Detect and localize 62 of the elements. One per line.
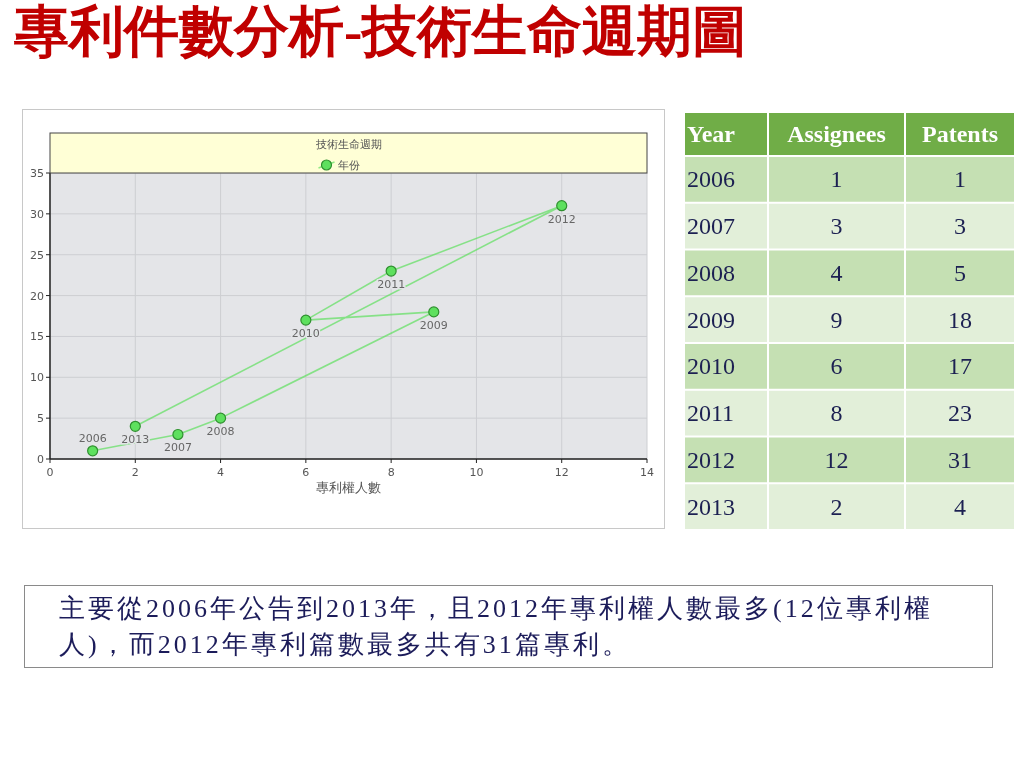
y-tick-label: 2013 [687,493,735,520]
y-tick-label: 15 [30,330,44,344]
y-tick-label: 0 [37,453,44,466]
chart-title: 專利件數分析-技術生命週期圖 [14,0,748,64]
point [214,412,227,424]
y-tick-label: 2009 [687,306,735,333]
annotation: 2012 [547,212,576,226]
point [385,265,397,277]
y-tick-label: 2012 [687,446,735,473]
y-tick-label: 10 [30,371,44,385]
y-tick-label: 25 [30,248,44,262]
data-label: 6 [830,353,843,380]
x-tick-label: Assignees [787,121,886,147]
point [556,200,568,212]
data-label: 18 [948,306,972,333]
x-tick-label: 12 [554,466,569,479]
data-label: 1 [954,166,966,193]
data-label: 5 [954,259,966,286]
data-label: 17 [948,353,972,380]
y-axis-title: Year [687,121,736,147]
legend-title: 技術生命週期 [314,138,382,151]
x-tick-label: 6 [302,466,310,479]
y-tick-label: 30 [30,207,44,221]
data-label: 2 [830,493,843,520]
data-label: 3 [830,213,843,240]
data-label: 31 [948,446,972,473]
point [129,420,141,432]
data-label: 9 [830,306,843,333]
y-tick-label: 35 [30,167,44,180]
x-axis-title: 專利權人數 [316,480,381,495]
x-tick-label: 2 [131,466,139,479]
data-label: 4 [954,493,966,520]
point [428,306,440,318]
y-tick-label: 2010 [687,353,735,380]
x-tick-label: 10 [469,466,484,479]
legend-label: 年份 [337,159,360,172]
x-tick-label: 8 [387,466,395,479]
y-tick-label: 2006 [687,166,735,193]
data-label: 3 [954,213,966,240]
data-label: 23 [948,400,972,427]
point [172,428,184,441]
x-tick-label: Patents [922,121,998,147]
y-tick-label: 2011 [687,400,735,427]
annotation: 2007 [163,441,192,455]
annotation: 2011 [377,278,406,292]
text: 主要從2006年公告到2013年，且2012年專利權人數最多(12位專利權人)，而2012年專利篇數最多共有31篇專利。 [59,593,934,661]
annotation: 2008 [206,425,235,439]
y-tick-label: 2007 [687,213,735,240]
point [87,445,99,457]
data-label: 1 [830,166,843,193]
y-tick-label: 5 [37,412,44,426]
x-tick-label: 4 [217,466,225,479]
point [300,314,312,326]
annotation: 2013 [121,433,150,447]
data-label: 8 [830,400,843,427]
x-tick-label: 0 [46,466,54,479]
annotation: 2006 [78,431,107,445]
y-tick-label: 20 [30,289,44,303]
annotation: 2009 [419,318,448,332]
data-label: 4 [830,259,843,286]
x-tick-label: 14 [640,466,654,479]
y-tick-label: 2008 [687,259,735,286]
